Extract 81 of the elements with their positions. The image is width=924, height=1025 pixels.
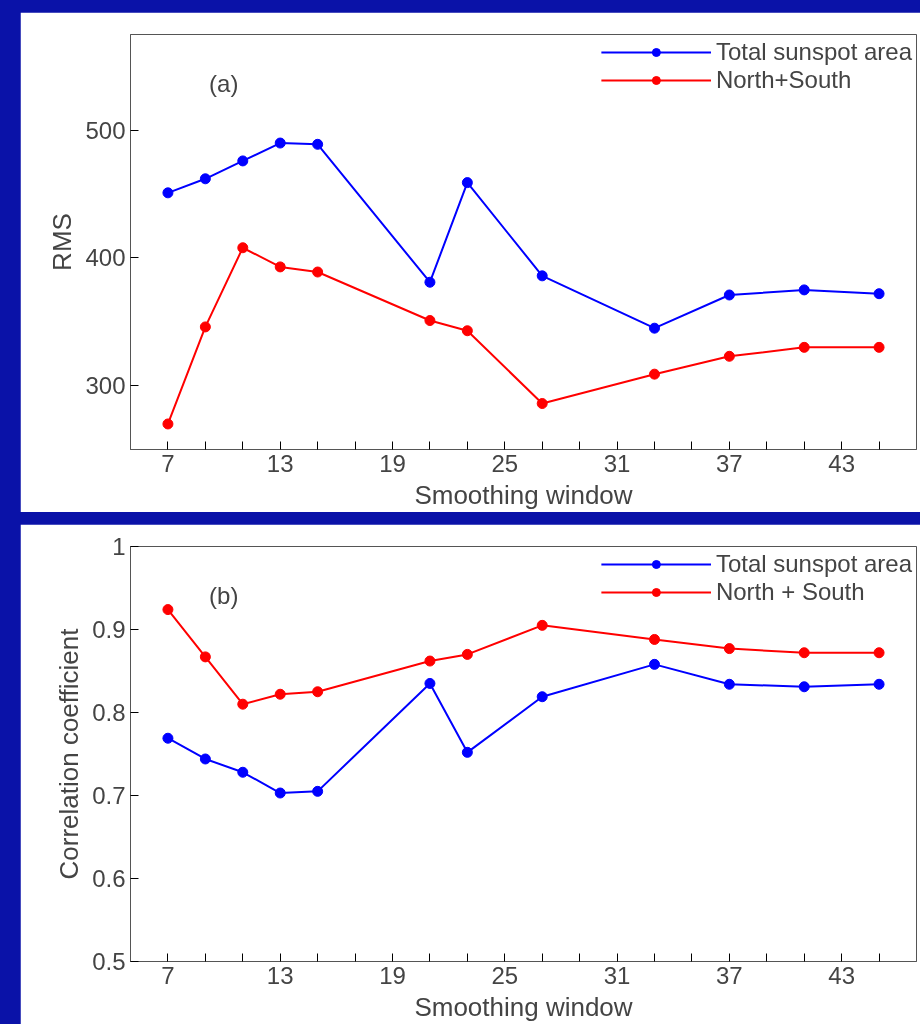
y-tick-label: 0.9: [92, 616, 126, 643]
x-tick-label: 25: [491, 449, 519, 477]
x-tick-label: 19: [379, 449, 406, 477]
point: [199, 321, 211, 333]
point: [723, 678, 735, 690]
point: [312, 266, 324, 278]
annotation: (b): [209, 581, 239, 609]
x-tick-label: 13: [266, 961, 294, 989]
y-tick-label: 0.5: [92, 948, 126, 975]
y-tick-label: 500: [85, 116, 126, 144]
point: [536, 398, 548, 410]
point: [461, 325, 473, 337]
point: [649, 658, 660, 670]
x-tick-label: 37: [716, 449, 743, 477]
point: [461, 177, 473, 189]
point: [723, 289, 735, 301]
point: [274, 688, 286, 700]
point: [649, 368, 660, 380]
point: [162, 732, 174, 744]
y-axis-title: Correlation coefficient: [54, 627, 85, 880]
legend-label: Total sunspot area: [715, 38, 912, 66]
legend-label: North+South: [715, 66, 852, 94]
annotation: (a): [209, 69, 239, 97]
x-tick-label: 31: [603, 449, 631, 477]
y-tick-label: 0.7: [92, 782, 126, 809]
point: [461, 648, 473, 660]
x-axis-title: Smoothing window: [414, 991, 633, 1022]
point: [274, 261, 286, 273]
x-tick-label: 37: [716, 961, 743, 989]
x-tick-label: 19: [379, 961, 406, 989]
point: [873, 288, 885, 300]
point: [162, 418, 174, 430]
legend-label: Total sunspot area: [715, 550, 912, 578]
point: [873, 678, 885, 690]
point: [424, 655, 436, 667]
point: [424, 276, 436, 288]
x-tick-label: 7: [161, 961, 175, 989]
point: [798, 284, 810, 296]
legend-label: North + South: [715, 578, 865, 606]
point: [723, 643, 735, 655]
point: [312, 138, 324, 150]
point: [649, 322, 660, 334]
point: [424, 315, 436, 327]
point: [461, 746, 473, 758]
point: [199, 651, 211, 663]
x-tick-label: 31: [603, 961, 631, 989]
point: [723, 350, 735, 362]
point: [162, 604, 174, 616]
y-axis-title: RMS: [47, 213, 78, 271]
point: [873, 341, 885, 353]
point: [199, 173, 211, 185]
point: [274, 137, 286, 149]
point: [237, 698, 249, 710]
y-tick-label: 300: [85, 372, 126, 400]
x-tick-label: 13: [266, 449, 294, 477]
x-tick-label: 43: [828, 449, 855, 477]
point: [424, 677, 436, 689]
x-tick-label: 7: [161, 449, 175, 477]
x-tick-label: 25: [491, 961, 519, 989]
point: [798, 681, 810, 693]
y-tick-label: 0.8: [92, 699, 126, 726]
point: [798, 647, 810, 659]
point: [536, 270, 548, 282]
point: [312, 785, 324, 797]
point: [237, 766, 249, 778]
y-tick-label: 1: [112, 533, 126, 560]
point: [312, 686, 324, 698]
point: [536, 619, 548, 631]
point: [199, 753, 211, 765]
point: [798, 341, 810, 353]
point: [536, 691, 548, 703]
y-tick-label: 400: [85, 244, 126, 272]
point: [237, 155, 249, 167]
point: [274, 787, 286, 799]
point: [237, 242, 249, 254]
point: [873, 647, 885, 659]
y-tick-label: 0.6: [92, 865, 126, 892]
x-axis-title: Smoothing window: [414, 479, 633, 510]
x-tick-label: 43: [828, 961, 855, 989]
point: [162, 187, 174, 199]
point: [649, 633, 660, 645]
